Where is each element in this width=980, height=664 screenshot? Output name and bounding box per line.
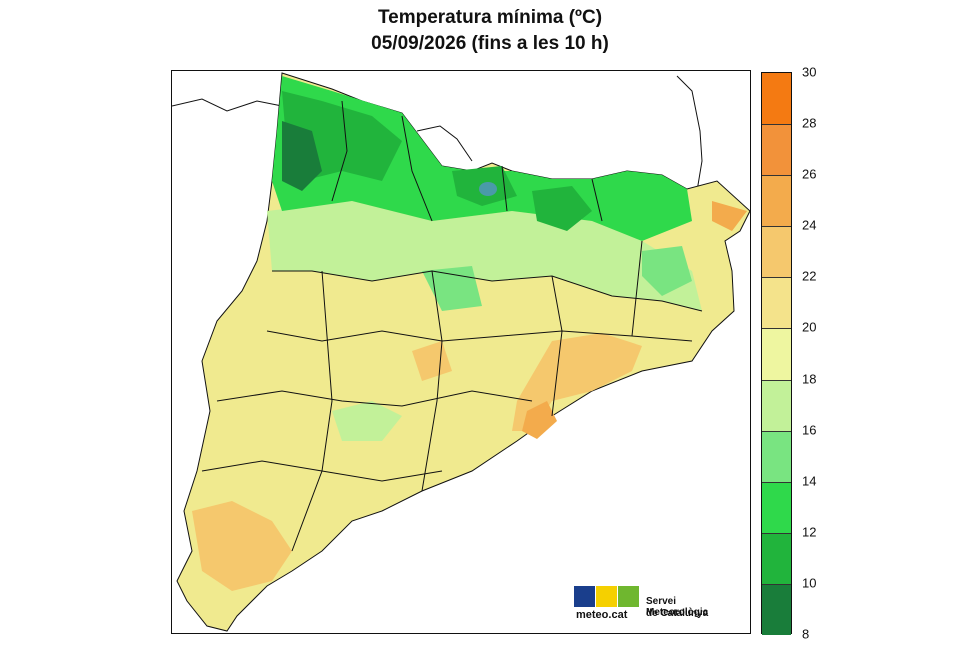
temperature-colorbar xyxy=(761,72,792,635)
colorbar-divider xyxy=(762,379,791,381)
logo-square-blue xyxy=(574,586,595,607)
colorbar-divider xyxy=(762,583,791,585)
colorbar-segment xyxy=(762,532,791,584)
colorbar-tick-label: 8 xyxy=(802,626,810,642)
colorbar-divider xyxy=(762,175,791,177)
colorbar-tick-label: 14 xyxy=(802,473,817,489)
colorbar-tick-label: 24 xyxy=(802,217,817,233)
logo-square-green xyxy=(618,586,639,607)
logo-text: meteo.cat xyxy=(576,609,628,621)
colorbar-segment xyxy=(762,583,791,635)
colorbar-divider xyxy=(762,481,791,483)
mountain-zones xyxy=(272,76,692,241)
colorbar-segment xyxy=(762,73,791,125)
colorbar-tick-label: 30 xyxy=(802,64,817,80)
comarca-borders xyxy=(201,100,703,552)
colorbar-tick-label: 18 xyxy=(802,371,817,387)
colorbar-tick-label: 10 xyxy=(802,575,817,591)
colorbar-segment xyxy=(762,430,791,482)
map-subtitle: 05/09/2026 (fins a les 10 h) xyxy=(371,33,609,54)
colorbar-segment xyxy=(762,226,791,278)
colorbar-segment xyxy=(762,124,791,176)
organization-name-line1: Servei Meteorològic xyxy=(646,596,709,618)
map-frame[interactable] xyxy=(171,70,751,634)
colorbar-segment xyxy=(762,481,791,533)
warm-zones xyxy=(192,201,747,591)
colorbar-segment xyxy=(762,277,791,329)
colorbar-tick-label: 12 xyxy=(802,524,817,540)
colorbar-divider xyxy=(762,328,791,330)
colorbar-divider xyxy=(762,532,791,534)
temperature-map xyxy=(172,72,750,632)
map-title: Temperatura mínima (ºC) xyxy=(377,7,603,28)
colorbar-divider xyxy=(762,124,791,126)
colorbar-divider xyxy=(762,277,791,279)
meteocat-logo: meteo.cat Servei Meteorològic de Catalun… xyxy=(574,586,724,630)
colorbar-tick-label: 26 xyxy=(802,166,817,182)
colorbar-tick-label: 22 xyxy=(802,268,817,284)
colorbar-segment xyxy=(762,379,791,431)
colorbar-tick-label: 28 xyxy=(802,115,817,131)
colorbar-tick-label: 20 xyxy=(802,319,817,335)
organization-name-line2: de Catalunya xyxy=(646,608,709,619)
colorbar-divider xyxy=(762,430,791,432)
sun-icon xyxy=(596,586,617,607)
colorbar-segment xyxy=(762,328,791,380)
colorbar-divider xyxy=(762,226,791,228)
colorbar-segment xyxy=(762,175,791,227)
colorbar-tick-label: 16 xyxy=(802,422,817,438)
